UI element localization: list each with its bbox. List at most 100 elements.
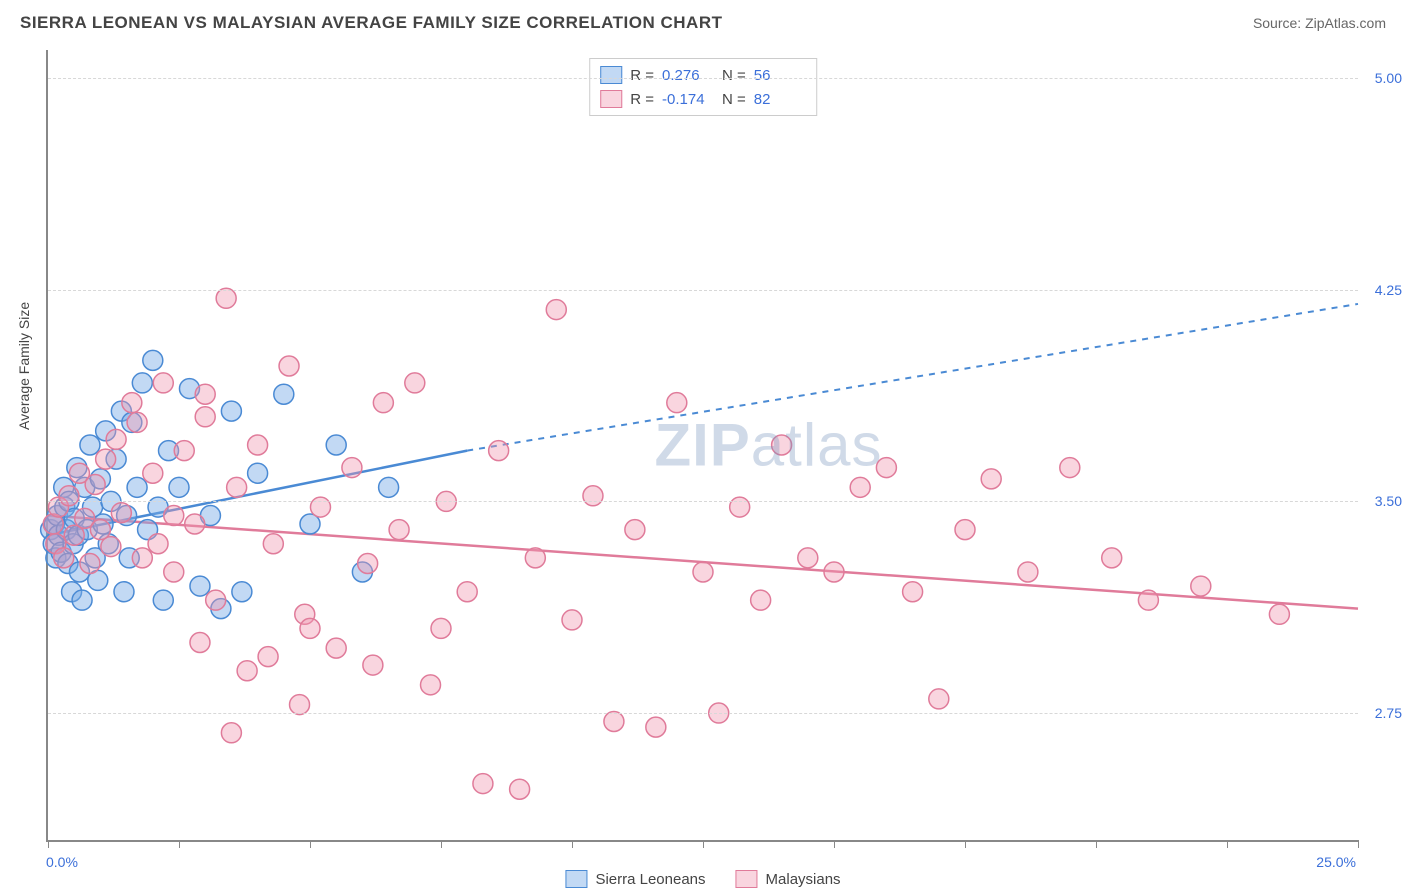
y-tick-label: 4.25 bbox=[1362, 282, 1402, 298]
scatter-point bbox=[955, 520, 975, 540]
scatter-point bbox=[143, 350, 163, 370]
scatter-point bbox=[132, 548, 152, 568]
x-tick-mark bbox=[1096, 840, 1097, 848]
x-tick-mark bbox=[572, 840, 573, 848]
plot-area: ZIPatlas R =0.276N =56R =-0.174N =82 2.7… bbox=[46, 50, 1358, 842]
scatter-point bbox=[546, 300, 566, 320]
x-tick-mark bbox=[310, 840, 311, 848]
scatter-point bbox=[258, 647, 278, 667]
scatter-point bbox=[363, 655, 383, 675]
scatter-point bbox=[237, 661, 257, 681]
scatter-point bbox=[903, 582, 923, 602]
scatter-point bbox=[85, 475, 105, 495]
x-tick-mark bbox=[1358, 840, 1359, 848]
legend-item: Malaysians bbox=[736, 870, 841, 888]
scatter-point bbox=[876, 458, 896, 478]
legend-swatch bbox=[736, 870, 758, 888]
scatter-point bbox=[730, 497, 750, 517]
scatter-point bbox=[164, 506, 184, 526]
scatter-point bbox=[127, 477, 147, 497]
scatter-point bbox=[751, 590, 771, 610]
scatter-point bbox=[693, 562, 713, 582]
scatter-point bbox=[195, 384, 215, 404]
scatter-point bbox=[431, 618, 451, 638]
scatter-point bbox=[583, 486, 603, 506]
scatter-point bbox=[195, 407, 215, 427]
scatter-point bbox=[667, 393, 687, 413]
r-value: -0.174 bbox=[662, 91, 714, 108]
scatter-point bbox=[625, 520, 645, 540]
scatter-point bbox=[1018, 562, 1038, 582]
scatter-point bbox=[1191, 576, 1211, 596]
x-tick-mark bbox=[441, 840, 442, 848]
scatter-point bbox=[114, 582, 134, 602]
stats-legend-row: R = 0.276 N = 56 bbox=[600, 63, 806, 87]
scatter-point bbox=[221, 401, 241, 421]
scatter-point bbox=[525, 548, 545, 568]
chart-header: SIERRA LEONEAN VS MALAYSIAN AVERAGE FAMI… bbox=[0, 0, 1406, 46]
scatter-point bbox=[96, 449, 116, 469]
n-label: N = bbox=[722, 67, 746, 84]
scatter-point bbox=[457, 582, 477, 602]
legend-swatch bbox=[565, 870, 587, 888]
scatter-point bbox=[221, 723, 241, 743]
gridline bbox=[48, 78, 1358, 79]
scatter-point bbox=[473, 774, 493, 794]
scatter-point bbox=[101, 537, 121, 557]
scatter-point bbox=[190, 633, 210, 653]
chart-title: SIERRA LEONEAN VS MALAYSIAN AVERAGE FAMI… bbox=[20, 13, 723, 33]
scatter-point bbox=[80, 554, 100, 574]
r-label: R = bbox=[630, 67, 654, 84]
scatter-point bbox=[227, 477, 247, 497]
n-value: 82 bbox=[754, 91, 806, 108]
x-tick-mark bbox=[703, 840, 704, 848]
scatter-point bbox=[248, 435, 268, 455]
scatter-point bbox=[646, 717, 666, 737]
series-legend: Sierra Leoneans Malaysians bbox=[565, 870, 840, 888]
legend-item: Sierra Leoneans bbox=[565, 870, 705, 888]
scatter-point bbox=[274, 384, 294, 404]
scatter-point bbox=[111, 503, 131, 523]
scatter-point bbox=[248, 463, 268, 483]
scatter-point bbox=[358, 554, 378, 574]
n-value: 56 bbox=[754, 67, 806, 84]
scatter-point bbox=[379, 477, 399, 497]
scatter-point bbox=[127, 412, 147, 432]
scatter-point bbox=[850, 477, 870, 497]
scatter-point bbox=[279, 356, 299, 376]
scatter-point bbox=[824, 562, 844, 582]
x-tick-mark bbox=[965, 840, 966, 848]
scatter-point bbox=[389, 520, 409, 540]
x-tick-mark bbox=[1227, 840, 1228, 848]
y-tick-label: 3.50 bbox=[1362, 493, 1402, 509]
scatter-point bbox=[300, 618, 320, 638]
gridline bbox=[48, 713, 1358, 714]
y-axis-label: Average Family Size bbox=[16, 302, 32, 430]
scatter-point bbox=[604, 712, 624, 732]
scatter-point bbox=[153, 590, 173, 610]
scatter-point bbox=[206, 590, 226, 610]
y-tick-label: 5.00 bbox=[1362, 70, 1402, 86]
legend-label: Sierra Leoneans bbox=[595, 871, 705, 888]
scatter-point bbox=[1060, 458, 1080, 478]
scatter-point bbox=[54, 548, 74, 568]
r-value: 0.276 bbox=[662, 67, 714, 84]
scatter-point bbox=[489, 441, 509, 461]
scatter-point bbox=[562, 610, 582, 630]
scatter-point bbox=[1269, 604, 1289, 624]
scatter-point bbox=[342, 458, 362, 478]
source-attribution: Source: ZipAtlas.com bbox=[1253, 15, 1386, 31]
scatter-point bbox=[216, 288, 236, 308]
scatter-points-layer bbox=[48, 50, 1358, 840]
scatter-point bbox=[153, 373, 173, 393]
scatter-point bbox=[1102, 548, 1122, 568]
scatter-point bbox=[148, 534, 168, 554]
stats-legend: R = 0.276 N = 56R = -0.174 N = 82 bbox=[589, 58, 817, 116]
gridline bbox=[48, 501, 1358, 502]
x-tick-mark bbox=[834, 840, 835, 848]
scatter-point bbox=[510, 779, 530, 799]
x-axis-max-label: 25.0% bbox=[1316, 854, 1356, 870]
scatter-point bbox=[143, 463, 163, 483]
scatter-point bbox=[290, 695, 310, 715]
legend-swatch bbox=[600, 66, 622, 84]
